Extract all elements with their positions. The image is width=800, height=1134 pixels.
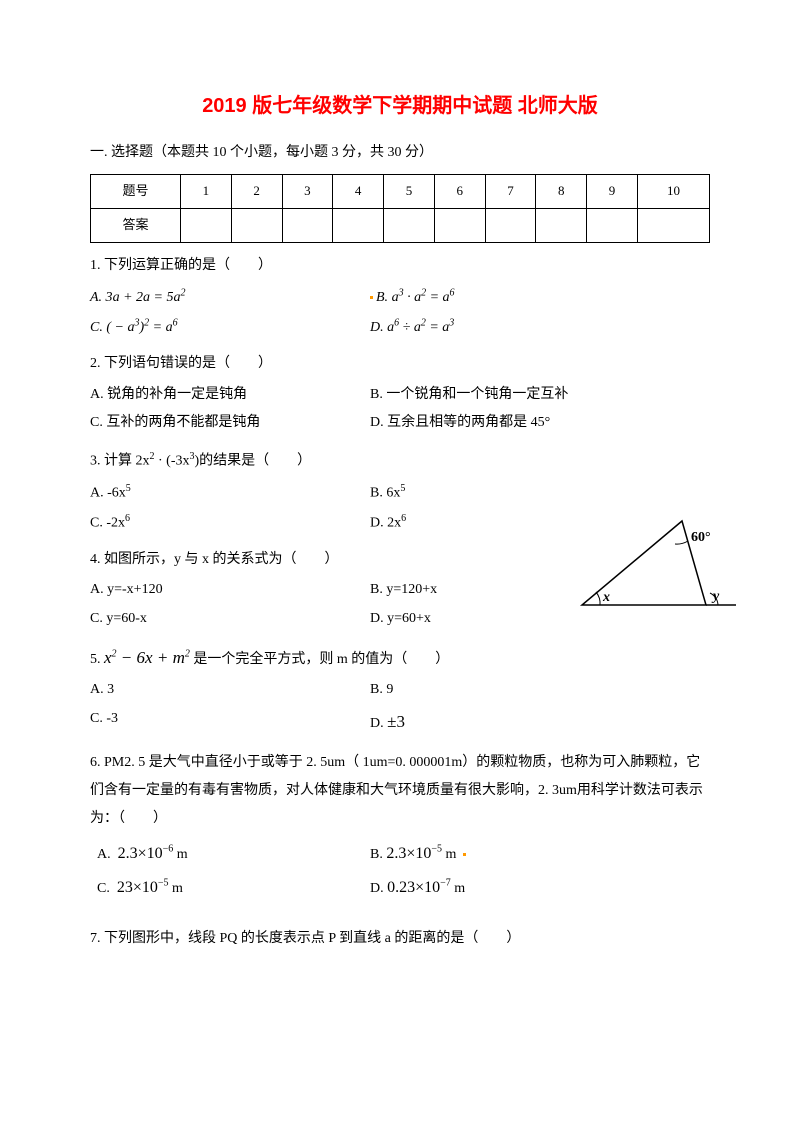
answer-cell bbox=[231, 209, 282, 243]
answer-cell bbox=[181, 209, 232, 243]
option-a: A. 3 bbox=[90, 679, 370, 701]
answer-table: 题号 1 2 3 4 5 6 7 8 9 10 答案 bbox=[90, 174, 710, 243]
option-d: D. ±3 bbox=[370, 708, 710, 735]
option-a: A. -6x5 bbox=[90, 481, 370, 505]
option-c: C. -3 bbox=[90, 708, 370, 735]
question-2: 2. 下列语句错误的是（ ） A. 锐角的补角一定是钝角 B. 一个锐角和一个钝… bbox=[90, 353, 710, 434]
option-b: B. 一个锐角和一个钝角一定互补 bbox=[370, 384, 710, 406]
num-cell: 2 bbox=[231, 175, 282, 209]
question-7: 7. 下列图形中，线段 PQ 的长度表示点 P 到直线 a 的距离的是（ ） bbox=[90, 928, 710, 950]
num-cell: 6 bbox=[434, 175, 485, 209]
question-1: 1. 下列运算正确的是（ ） A. 3a + 2a = 5a2 B. a3 · … bbox=[90, 255, 710, 339]
question-text: 3. 计算 2x2 · (-3x3)的结果是（ ） bbox=[90, 449, 710, 473]
option-a: A. 锐角的补角一定是钝角 bbox=[90, 384, 370, 406]
option-a: A. y=-x+120 bbox=[90, 579, 370, 601]
num-cell: 7 bbox=[485, 175, 536, 209]
table-row: 答案 bbox=[91, 209, 710, 243]
question-6: 6. PM2. 5 是大气中直径小于或等于 2. 5um（ 1um=0. 000… bbox=[90, 749, 710, 900]
num-cell: 3 bbox=[282, 175, 333, 209]
answer-cell bbox=[485, 209, 536, 243]
question-text: 6. PM2. 5 是大气中直径小于或等于 2. 5um（ 1um=0. 000… bbox=[90, 749, 710, 833]
answer-cell bbox=[384, 209, 435, 243]
num-cell: 10 bbox=[637, 175, 709, 209]
answer-cell bbox=[536, 209, 587, 243]
option-a: A. 2.3×10−6 m bbox=[90, 841, 370, 867]
num-cell: 8 bbox=[536, 175, 587, 209]
option-c: C. ( − a3)2 = a6 bbox=[90, 320, 178, 335]
question-text: 5. x2 − 6x + m2 是一个完全平方式，则 m 的值为（ ） bbox=[90, 644, 710, 671]
question-4: 4. 如图所示，y 与 x 的关系式为（ ） A. y=-x+120 B. y=… bbox=[90, 549, 710, 630]
answer-cell bbox=[333, 209, 384, 243]
option-c: C. -2x6 bbox=[90, 511, 370, 535]
num-cell: 5 bbox=[384, 175, 435, 209]
num-cell: 4 bbox=[333, 175, 384, 209]
section-header: 一. 选择题（本题共 10 个小题，每小题 3 分，共 30 分） bbox=[90, 142, 710, 164]
option-b: B. 9 bbox=[370, 679, 710, 701]
question-text: 1. 下列运算正确的是（ ） bbox=[90, 255, 710, 277]
dot-icon bbox=[370, 296, 373, 299]
question-text: 7. 下列图形中，线段 PQ 的长度表示点 P 到直线 a 的距离的是（ ） bbox=[90, 928, 710, 950]
option-b: B. 6x5 bbox=[370, 481, 710, 505]
answer-cell bbox=[282, 209, 333, 243]
answer-cell bbox=[434, 209, 485, 243]
angle-y-label: y bbox=[711, 589, 720, 604]
angle-top-label: 60° bbox=[691, 530, 711, 545]
option-d: D. a6 ÷ a2 = a3 bbox=[370, 320, 454, 335]
angle-x-label: x bbox=[602, 590, 610, 605]
answer-cell bbox=[637, 209, 709, 243]
option-b: B. 2.3×10−5 m bbox=[370, 841, 710, 867]
option-a: A. 3a + 2a = 5a2 bbox=[90, 290, 185, 305]
page-title: 2019 版七年级数学下学期期中试题 北师大版 bbox=[90, 90, 710, 122]
answer-cell bbox=[587, 209, 638, 243]
triangle-diagram: 60° x y bbox=[570, 509, 740, 627]
question-text: 2. 下列语句错误的是（ ） bbox=[90, 353, 710, 375]
option-c: C. 互补的两角不能都是钝角 bbox=[90, 412, 370, 434]
option-c: C. y=60-x bbox=[90, 608, 370, 630]
question-5: 5. x2 − 6x + m2 是一个完全平方式，则 m 的值为（ ） A. 3… bbox=[90, 644, 710, 735]
option-b: B. a3 · a2 = a6 bbox=[376, 290, 455, 305]
option-c: C. 23×10−5 m bbox=[90, 875, 370, 901]
num-cell: 9 bbox=[587, 175, 638, 209]
option-d: D. 0.23×10−7 m bbox=[370, 875, 710, 901]
num-cell: 1 bbox=[181, 175, 232, 209]
table-row: 题号 1 2 3 4 5 6 7 8 9 10 bbox=[91, 175, 710, 209]
answer-label-cell: 答案 bbox=[91, 209, 181, 243]
header-cell: 题号 bbox=[91, 175, 181, 209]
dot-icon bbox=[463, 853, 466, 856]
option-d: D. 互余且相等的两角都是 45° bbox=[370, 412, 710, 434]
